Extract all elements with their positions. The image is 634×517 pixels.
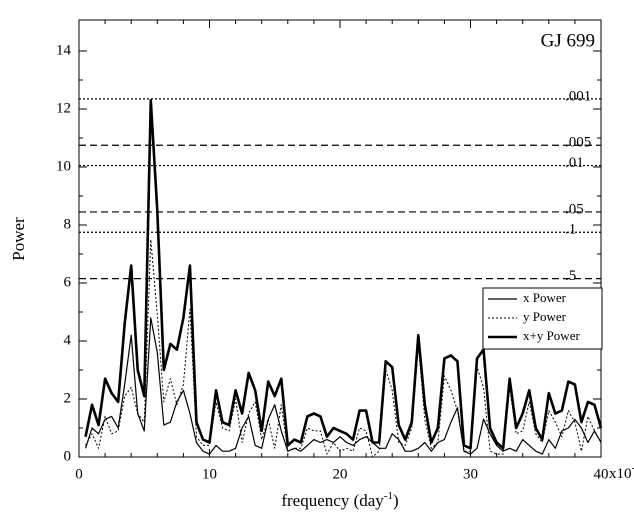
level-label: .01 bbox=[565, 155, 584, 171]
level-label: .001 bbox=[565, 88, 591, 104]
y-tick-label: 14 bbox=[56, 42, 72, 58]
level-label: .1 bbox=[565, 222, 576, 238]
x-axis-label-exponent: -1 bbox=[384, 490, 393, 502]
y-axis-label: Power bbox=[9, 217, 28, 261]
x-scale-exponent: -3 bbox=[632, 463, 634, 474]
level-label: .05 bbox=[565, 201, 584, 217]
series-line bbox=[85, 239, 602, 458]
series-line bbox=[84, 99, 603, 450]
x-axis-label-text: frequency (day bbox=[281, 491, 384, 510]
legend-label: x Power bbox=[523, 290, 567, 305]
y-tick-label: 2 bbox=[64, 390, 72, 406]
x-tick-label: 40 bbox=[594, 466, 609, 482]
legend-label: y Power bbox=[523, 309, 567, 324]
legend-label: x+y Power bbox=[523, 328, 580, 343]
chart-title: GJ 699 bbox=[541, 30, 595, 51]
x-tick-label: 0 bbox=[75, 466, 83, 482]
x-axis-label-suffix: ) bbox=[393, 491, 399, 510]
x-scale-prefix: x10 bbox=[609, 466, 632, 482]
x-tick-label: 10 bbox=[202, 466, 217, 482]
y-tick-label: 10 bbox=[56, 158, 71, 174]
y-tick-label: 6 bbox=[64, 274, 72, 290]
x-axis-label: frequency (day-1) bbox=[281, 490, 398, 510]
level-label: .5 bbox=[565, 268, 576, 284]
x-tick-label: 20 bbox=[333, 466, 348, 482]
y-tick-label: 4 bbox=[64, 332, 72, 348]
legend-box bbox=[482, 287, 603, 350]
y-tick-label: 12 bbox=[56, 100, 71, 116]
series-line bbox=[84, 317, 602, 455]
y-tick-label: 8 bbox=[64, 216, 72, 232]
y-tick-label: 0 bbox=[64, 448, 72, 464]
x-scale-label: x10-3 bbox=[609, 463, 634, 482]
level-label: .005 bbox=[565, 135, 591, 151]
x-tick-label: 30 bbox=[463, 466, 478, 482]
